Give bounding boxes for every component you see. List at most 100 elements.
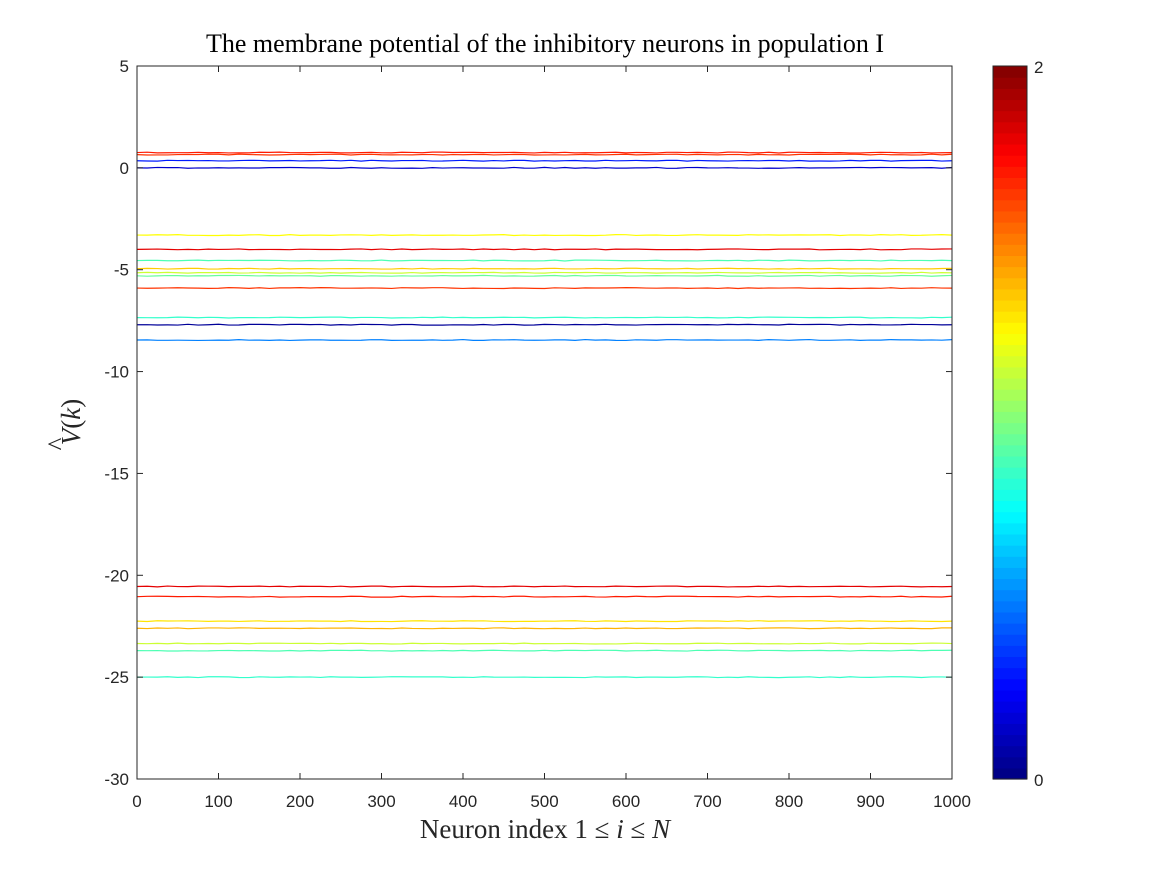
colorbar-band [993,389,1027,401]
colorbar-band [993,701,1027,713]
colorbar-band [993,199,1027,212]
colorbar-band [993,545,1027,557]
colorbar-band [993,299,1027,312]
colorbar-band [993,467,1027,479]
colorbar-band [993,533,1027,546]
svg-text:V(k): V(k) [56,399,86,445]
x-tick-label: 300 [367,792,395,811]
series-layer [136,151,953,679]
series-line [136,267,953,270]
colorbar-band [993,433,1027,446]
y-tick-label: -25 [104,668,129,687]
colorbar-band [993,712,1027,724]
series-line [136,323,953,326]
colorbar-band [993,221,1027,234]
colorbar-band [993,667,1027,680]
colorbar-band [993,132,1027,145]
series-line [136,166,953,169]
series-line [136,153,953,156]
series-line [136,627,952,630]
series-line [136,316,953,319]
colorbar-band [993,333,1027,346]
colorbar-band [993,322,1027,334]
colorbar-band [993,444,1027,457]
colorbar-band [993,188,1027,201]
colorbar-band [993,455,1027,468]
colorbar-frame [992,65,1028,780]
colorbar-band [993,110,1027,123]
colorbar-band [993,311,1027,323]
series-line [136,248,953,251]
colorbar-band [993,266,1027,279]
colorbar-band [993,645,1027,658]
colorbar-band [993,623,1027,635]
x-tick-label: 200 [286,792,314,811]
colorbar-band [993,366,1027,379]
y-label-var-v: V [56,425,86,445]
y-tick-label: -20 [104,566,129,585]
series-line [136,338,953,342]
colorbar-band [993,77,1027,89]
colorbar-band [993,344,1027,357]
colorbar-band [993,422,1027,435]
y-label-open: ( [56,420,86,429]
y-axis-label: V(k) ^ [42,399,86,451]
x-tick-label: 0 [132,792,141,811]
colorbar-band [993,88,1027,101]
series-line [136,595,953,598]
x-tick-label: 800 [775,792,803,811]
colorbar-band [993,734,1027,747]
colorbar-band [993,66,1027,78]
y-tick-label: -5 [114,261,129,280]
y-tick-label: 0 [120,159,129,178]
x-label-var-i: i [616,814,624,844]
x-tick-label: 600 [612,792,640,811]
colorbar-band [993,99,1027,112]
colorbar-tick-min: 0 [1034,771,1043,790]
colorbar-band [993,255,1027,268]
colorbar-band [993,288,1027,301]
y-axis: 5 0 -5 -10 -15 -20 -25 -30 [104,57,952,789]
colorbar-band [993,678,1027,691]
colorbar-band [993,556,1027,568]
colorbar-band [993,656,1027,669]
colorbar-band [993,489,1027,502]
x-tick-label: 100 [204,792,232,811]
series-line [136,259,953,262]
plot-area [137,66,952,779]
series-line [136,159,953,162]
colorbar-band [993,767,1027,780]
x-tick-label: 1000 [933,792,971,811]
colorbar-band [993,411,1027,424]
x-label-le1: ≤ [595,814,610,844]
y-label-var-k: k [56,407,86,420]
series-line [136,676,953,679]
x-axis: 0 100 200 300 400 500 600 700 800 900 1000 [132,66,971,811]
colorbar-band [993,567,1027,580]
colorbar-band [993,723,1027,736]
series-line [136,585,953,588]
series-line [136,271,953,274]
colorbar-band [993,377,1027,390]
colorbar-tick-max: 2 [1034,58,1043,77]
chart-title: The membrane potential of the inhibitory… [206,29,884,58]
y-tick-label: 5 [120,57,129,76]
x-tick-label: 900 [856,792,884,811]
colorbar-band [993,522,1027,535]
series-line [136,649,953,652]
x-label-prefix: Neuron index 1 [420,814,595,844]
colorbar-band [993,745,1027,758]
series-line [136,151,953,154]
colorbar-bands [992,65,1028,780]
y-tick-label: -30 [104,770,129,789]
colorbar-band [993,478,1027,490]
y-label-close: ) [56,399,86,408]
colorbar-band [993,121,1027,134]
x-axis-label: Neuron index 1 ≤ i ≤ N [420,814,672,844]
series-line [136,234,953,237]
colorbar-band [993,143,1027,156]
series-line [136,274,953,277]
colorbar-band [993,233,1027,245]
x-tick-label: 400 [449,792,477,811]
